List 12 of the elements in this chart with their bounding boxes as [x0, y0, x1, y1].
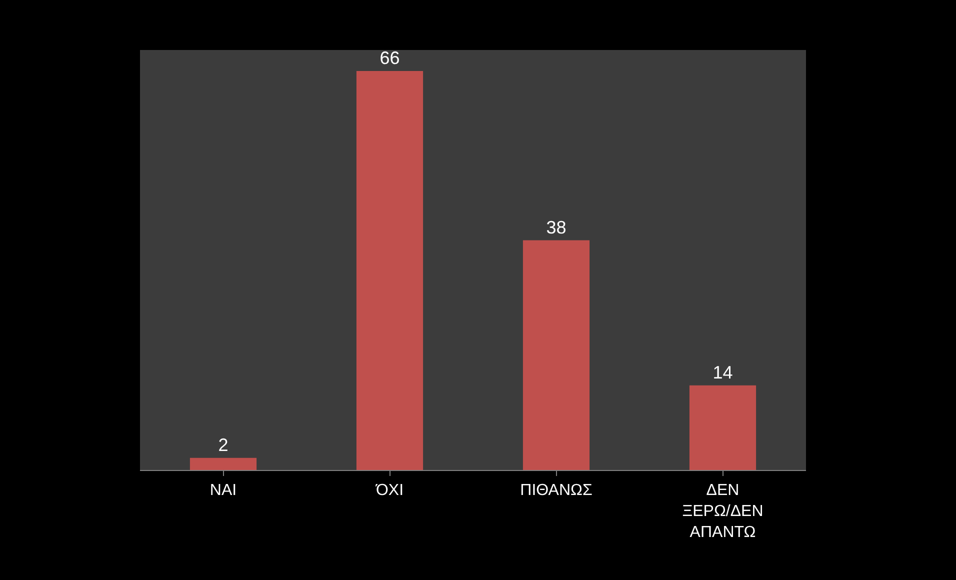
bar	[522, 240, 590, 470]
bar	[190, 458, 257, 470]
data-label: 66	[380, 48, 400, 68]
data-label: 38	[546, 217, 566, 238]
x-tick-label: ΔΕΝ ΞΕΡΩ/ΔΕΝ ΑΠΑΝΤΩ	[682, 482, 764, 541]
bar	[689, 385, 756, 470]
x-tick-label: ΌΧΙ	[374, 482, 404, 500]
bar	[356, 71, 424, 470]
data-label: 2	[218, 434, 228, 455]
x-tick-label: ΠΙΘΑΝΩΣ	[520, 482, 592, 500]
x-tick-label: ΝΑΙ	[210, 482, 237, 500]
data-label: 14	[712, 362, 733, 382]
